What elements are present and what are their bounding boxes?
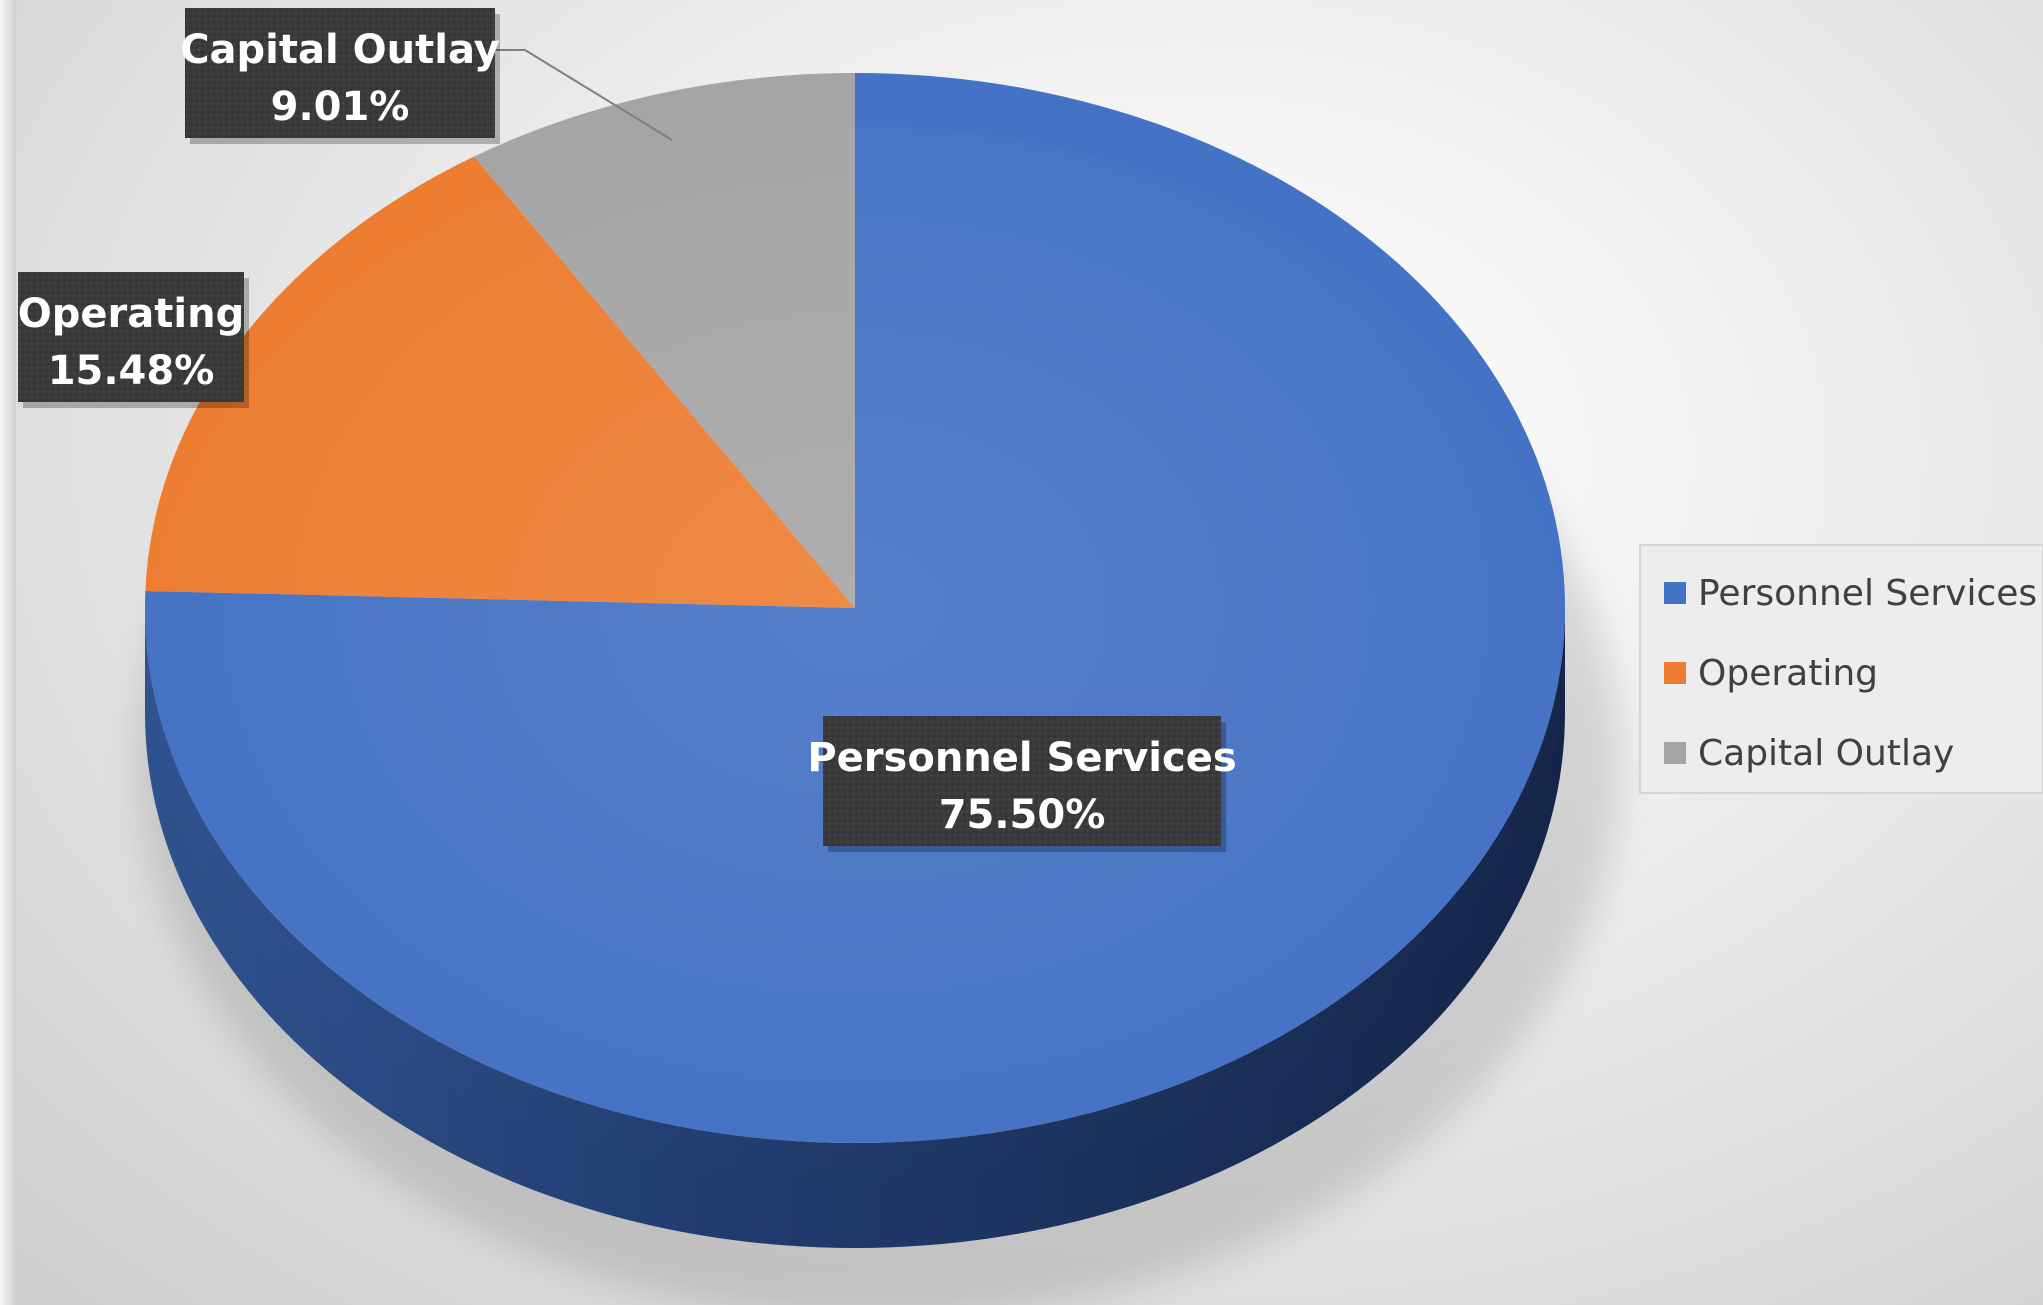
data-label-value: 75.50% [939, 792, 1106, 838]
data-label-value: 9.01% [271, 84, 410, 130]
slide-left-border [0, 0, 16, 1305]
data-labels: Personnel Services 75.50% Operating 15.48% C… [18, 8, 1237, 852]
data-label-personnel-services: Personnel Services 75.50% [807, 716, 1237, 852]
data-label-category: Personnel Services [807, 735, 1236, 781]
legend-swatch-personnel-services [1664, 582, 1686, 604]
data-label-value: 15.48% [48, 348, 215, 394]
legend-label-personnel-services: Personnel Services [1698, 573, 2037, 614]
data-label-box [18, 272, 244, 402]
data-label-category: Operating [18, 291, 244, 337]
legend-swatch-capital-outlay [1664, 742, 1686, 764]
legend-swatch-operating [1664, 662, 1686, 684]
legend-label-capital-outlay: Capital Outlay [1698, 733, 1954, 774]
legend-box [1639, 544, 2043, 794]
data-label-box [185, 8, 495, 138]
leader-lines [495, 49, 673, 141]
leader-line-capital-outlay [495, 49, 673, 141]
data-label-box [823, 716, 1221, 846]
data-label-category: Capital Outlay [180, 27, 500, 73]
data-label-operating: Operating 15.48% [18, 272, 249, 408]
pie-top-sheen [145, 125, 1565, 1195]
data-label-capital-outlay: Capital Outlay 9.01% [180, 8, 500, 144]
legend-label-operating: Operating [1698, 653, 1878, 694]
legend: Personnel Services Operating Capital Out… [1639, 544, 2043, 794]
